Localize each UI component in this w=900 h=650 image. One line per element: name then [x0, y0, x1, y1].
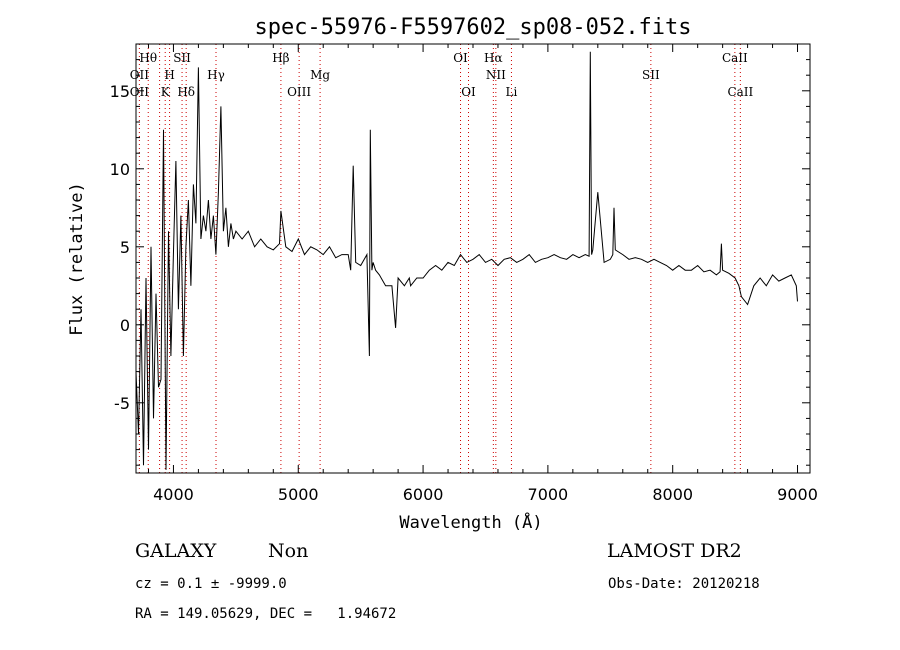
line-label: Hδ: [177, 85, 195, 99]
line-label: SII: [173, 51, 191, 65]
line-label: H: [164, 68, 174, 82]
x-tick-label: 7000: [528, 485, 569, 504]
line-label: K: [161, 85, 171, 99]
line-label: OII: [130, 85, 150, 99]
line-label: Li: [506, 85, 518, 99]
plot-frame: [135, 43, 811, 474]
line-label: CaII: [727, 85, 753, 99]
x-axis-ticks: 4000 5000 6000 7000 8000 9000: [147, 44, 818, 504]
line-label: SII: [642, 68, 660, 82]
line-label: CaII: [722, 51, 748, 65]
x-tick-label: 6000: [403, 485, 444, 504]
line-label: OI: [461, 85, 476, 99]
line-label: OIII: [287, 85, 311, 99]
x-tick-label: 8000: [652, 485, 693, 504]
line-label: Hα: [484, 51, 503, 65]
chart-title: spec-55976-F5597602_sp08-052.fits: [254, 15, 691, 40]
line-label: Hβ: [272, 51, 289, 65]
line-label: NII: [486, 68, 506, 82]
observation-date: Obs-Date: 20120218: [608, 576, 760, 592]
survey-name: LAMOST DR2: [607, 540, 742, 562]
y-tick-label: -5: [114, 394, 130, 413]
x-tick-label: 9000: [777, 485, 818, 504]
object-class: GALAXY: [135, 540, 217, 562]
line-label: Mg: [310, 68, 330, 82]
line-label: OI: [453, 51, 468, 65]
y-axis-ticks: -5 0 5 10 15: [110, 59, 810, 466]
x-tick-label: 5000: [278, 485, 319, 504]
y-tick-label: 0: [120, 316, 130, 335]
spectrum-line: [135, 51, 798, 470]
x-axis-label: Wavelength (Å): [399, 511, 542, 533]
y-tick-label: 10: [110, 160, 130, 179]
emission-line-markers: [138, 44, 741, 473]
line-label: Hγ: [207, 68, 225, 82]
redshift-info: cz = 0.1 ± -9999.0: [135, 576, 287, 592]
x-tick-label: 4000: [153, 485, 194, 504]
coordinates: RA = 149.05629, DEC = 1.94672: [135, 606, 397, 622]
object-subclass: Non: [268, 540, 309, 562]
y-tick-label: 5: [120, 238, 130, 257]
line-label: Hθ: [139, 51, 157, 65]
y-tick-label: 15: [110, 82, 130, 101]
y-axis-label: Flux (relative): [67, 182, 87, 336]
